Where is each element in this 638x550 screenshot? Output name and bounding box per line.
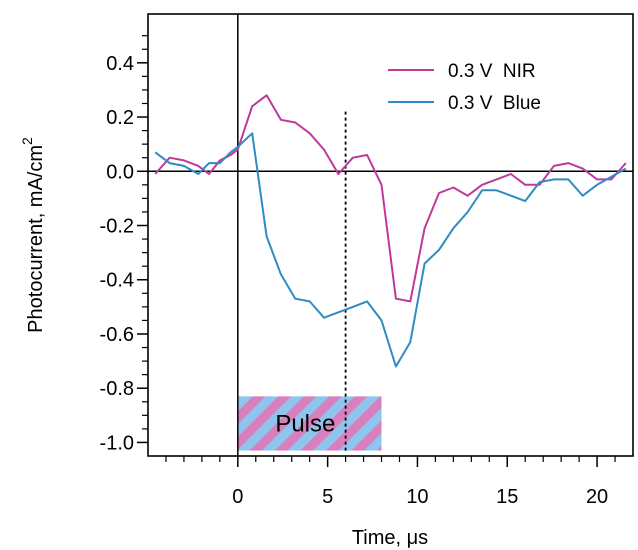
y-axis-title-main: Photocurrent, mA/cm (25, 145, 47, 333)
pulse-label: Pulse (275, 410, 335, 437)
y-tick-label: -0.4 (100, 270, 134, 292)
x-tick-label: 20 (586, 486, 608, 508)
x-tick-label: 10 (406, 486, 428, 508)
x-tick-label: 5 (322, 486, 333, 508)
series-line-1 (154, 132, 627, 368)
legend-label-0: 0.3 V NIR (448, 61, 536, 82)
series-lines (154, 94, 627, 368)
series-line-0 (154, 94, 627, 303)
y-tick-label: -1.0 (100, 432, 134, 454)
y-tick-label: -0.8 (100, 378, 134, 400)
x-axis-title: Time, μs (352, 527, 428, 549)
y-tick-label: 0.2 (106, 107, 134, 129)
x-tick-label: 15 (496, 486, 518, 508)
pulse-region: Pulse (237, 396, 382, 451)
reference-lines (148, 14, 633, 456)
y-tick-label: -0.2 (100, 216, 134, 238)
y-axis-title: Photocurrent, mA/cm2 (19, 137, 47, 333)
legend: 0.3 V NIR 0.3 V Blue (388, 61, 541, 114)
y-tick-label: 0.0 (106, 161, 134, 183)
plot-frame (147, 13, 634, 457)
legend-label-1: 0.3 V Blue (448, 93, 541, 114)
pulse-bar (237, 396, 382, 451)
y-tick-label: 0.4 (106, 53, 134, 75)
y-tick-label: -0.6 (100, 324, 134, 346)
y-axis-title-superscript: 2 (19, 137, 35, 145)
x-tick-label: 0 (232, 486, 243, 508)
axis-ticks: 0.4 0.2 0.0 -0.2 -0.4 -0.6 -0.8 -1.0 0 5 10 15 20 (100, 35, 616, 508)
